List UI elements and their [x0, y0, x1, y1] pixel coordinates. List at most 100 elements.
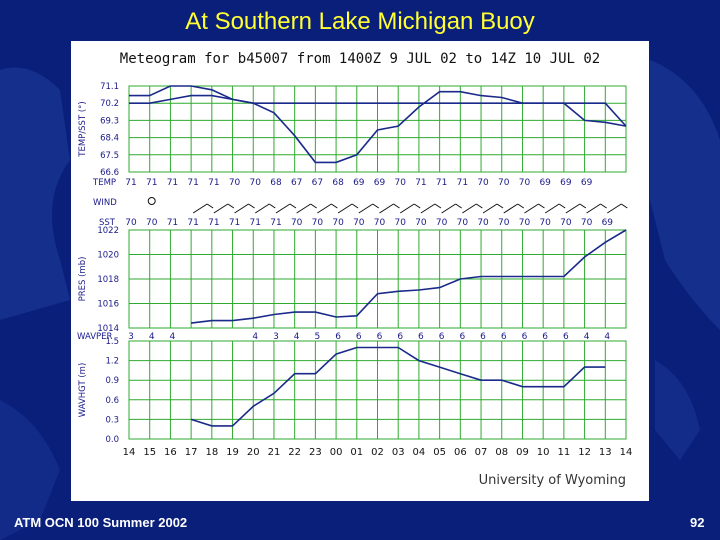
x-tick-label: 09	[516, 447, 529, 458]
y-tick-label: 1022	[97, 226, 119, 236]
wavper-row-value: 6	[459, 332, 465, 342]
temp-row-value: 71	[187, 178, 198, 188]
temp-row-value: 67	[312, 178, 323, 188]
wind-barb	[331, 203, 338, 209]
temp-row-value: 71	[167, 178, 178, 188]
temp-row-value: 69	[581, 178, 593, 188]
sst-row-value: 71	[208, 218, 219, 228]
temp-row-value: 69	[374, 178, 386, 188]
wind-barb	[227, 203, 235, 209]
y-tick-label: 1014	[97, 324, 119, 334]
temp-row-label: TEMP	[92, 178, 116, 188]
wind-barb	[462, 203, 477, 214]
sst-row-value: 70	[291, 218, 303, 228]
sst-row-value: 70	[374, 218, 386, 228]
x-tick-label: 04	[413, 447, 426, 458]
wind-barb	[248, 203, 255, 209]
x-tick-label: 19	[226, 447, 239, 458]
wavper-row-value: 6	[522, 332, 528, 342]
y-tick-label: 1.2	[105, 357, 119, 367]
x-tick-label: 05	[433, 447, 446, 458]
sst-row-value: 70	[560, 218, 572, 228]
temp-row-value: 71	[208, 178, 219, 188]
wind-barb	[607, 203, 622, 214]
x-tick-label: 16	[164, 447, 177, 458]
x-tick-label: 07	[475, 447, 488, 458]
meteogram-chart: Meteogram for b45007 from 1400Z 9 JUL 02…	[77, 51, 633, 488]
temp-row-value: 70	[250, 178, 262, 188]
temp-row-value: 70	[498, 178, 510, 188]
wind-barb	[538, 203, 545, 209]
wind-barb	[455, 203, 462, 209]
sst-row-value: 70	[415, 218, 427, 228]
wind-barb	[496, 203, 504, 209]
wavper-row-value: 6	[563, 332, 569, 342]
x-tick-label: 00	[330, 447, 343, 458]
x-tick-label: 06	[454, 447, 467, 458]
sst-row-value: 71	[270, 218, 281, 228]
y-tick-label: 69.3	[100, 116, 119, 126]
wind-barb	[544, 203, 560, 214]
x-tick-label: 13	[599, 447, 612, 458]
x-tick-label: 03	[392, 447, 405, 458]
wind-barb	[558, 203, 566, 209]
slide-title: At Southern Lake Michigan Buoy	[185, 8, 535, 35]
wind-barb	[420, 203, 436, 214]
x-tick-label: 17	[185, 447, 198, 458]
y-tick-label: 1.5	[105, 337, 119, 347]
chart-title: Meteogram for b45007 from 1400Z 9 JUL 02…	[120, 51, 600, 67]
y-tick-label: 70.2	[100, 99, 119, 109]
wind-barb	[476, 203, 483, 209]
wind-barb	[379, 203, 394, 214]
temp-row-value: 68	[332, 178, 344, 188]
x-tick-label: 14	[620, 447, 633, 458]
sst-row-value: 71	[167, 218, 178, 228]
wind-barb	[579, 203, 587, 209]
temp-row-value: 70	[519, 178, 531, 188]
wavper-row-value: 6	[377, 332, 383, 342]
y-axis-label: TEMP/SST (°)	[78, 101, 88, 157]
wavper-row-value: 6	[418, 332, 424, 342]
calm-wind-circle	[147, 197, 156, 205]
y-tick-label: 71.1	[100, 82, 119, 92]
x-tick-label: 23	[309, 447, 322, 458]
wind-barb	[337, 203, 353, 214]
x-tick-label: 15	[143, 447, 156, 458]
temp-row-value: 69	[560, 178, 572, 188]
y-tick-label: 0.9	[105, 376, 119, 386]
y-tick-label: 68.4	[100, 134, 119, 144]
sst-row-value: 71	[229, 218, 240, 228]
wind-barb	[213, 203, 229, 214]
footer-course: ATM OCN 100 Summer 2002	[14, 515, 188, 530]
wavper-row-value: 3	[128, 332, 134, 342]
wavper-row-value: 6	[480, 332, 486, 342]
wavper-row-value: 6	[356, 332, 362, 342]
temp-row-value: 69	[353, 178, 365, 188]
y-axis-label: PRES (mb)	[78, 257, 88, 302]
wavper-row-value: 4	[252, 332, 258, 342]
y-tick-label: 0.3	[105, 415, 119, 425]
wavper-row-value: 6	[501, 332, 507, 342]
x-tick-label: 11	[558, 447, 571, 458]
wind-barb	[254, 203, 270, 214]
sst-row-value: 70	[332, 218, 344, 228]
wind-barb	[372, 203, 380, 209]
wavper-row-value: 6	[335, 332, 341, 342]
x-tick-label: 21	[268, 447, 281, 458]
y-tick-label: 1016	[97, 300, 119, 310]
wind-barb	[351, 203, 359, 209]
wind-barb	[621, 203, 628, 209]
x-tick-label: 08	[495, 447, 508, 458]
y-tick-label: 1018	[97, 275, 119, 285]
wavper-row-value: 4	[170, 332, 176, 342]
wind-barb	[317, 203, 332, 214]
wind-barb	[482, 203, 498, 214]
wind-barb	[586, 203, 601, 214]
sst-row-value: 70	[353, 218, 365, 228]
wind-barb	[565, 203, 581, 214]
temp-row-value: 68	[270, 178, 282, 188]
temp-row-value: 71	[125, 178, 136, 188]
sst-row-value: 70	[477, 218, 489, 228]
y-tick-label: 67.5	[100, 151, 119, 161]
temp-row-value: 67	[291, 178, 302, 188]
